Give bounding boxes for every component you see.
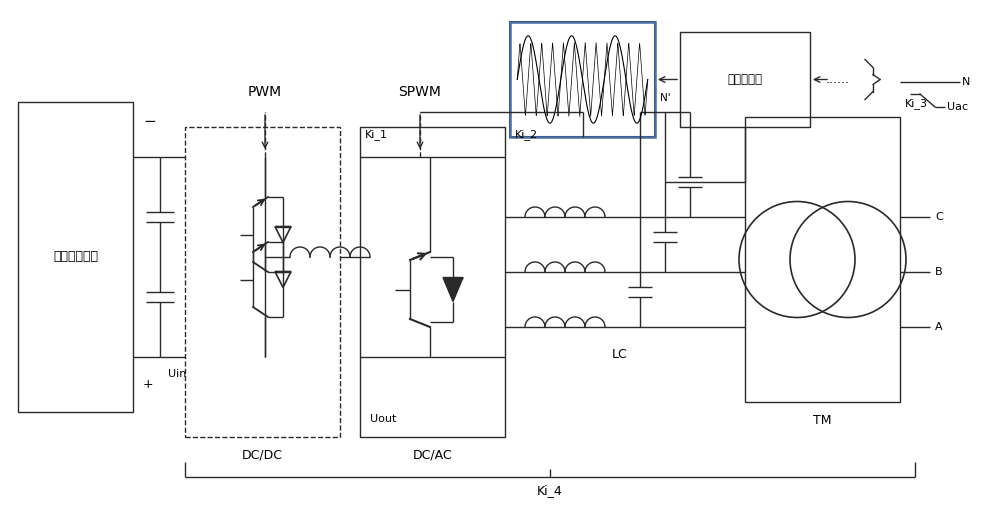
Text: DC/AC: DC/AC <box>413 449 452 461</box>
Bar <box>680 32 810 127</box>
Text: 储能电池阵列: 储能电池阵列 <box>53 250 98 264</box>
Text: Uin: Uin <box>168 369 186 379</box>
Bar <box>510 22 655 137</box>
Bar <box>18 102 133 412</box>
Text: Ki_2: Ki_2 <box>515 130 538 140</box>
Text: −: − <box>143 115 156 130</box>
Text: PWM: PWM <box>248 85 282 99</box>
Text: Ki_3: Ki_3 <box>905 98 928 110</box>
Text: Ki_4: Ki_4 <box>537 484 563 498</box>
Polygon shape <box>443 278 463 302</box>
Bar <box>510 22 655 137</box>
Text: B: B <box>935 267 943 277</box>
Text: TM: TM <box>813 414 832 426</box>
Text: LC: LC <box>612 349 628 361</box>
Text: Uac: Uac <box>947 102 968 112</box>
Text: Uout: Uout <box>370 414 396 424</box>
Text: SPWM: SPWM <box>399 85 441 99</box>
Text: N: N <box>962 77 970 87</box>
Text: ......: ...... <box>826 73 850 86</box>
Bar <box>745 117 900 402</box>
Text: 逆变器控制: 逆变器控制 <box>728 73 763 86</box>
Text: N': N' <box>660 93 670 103</box>
Text: A: A <box>935 322 943 332</box>
Text: DC/DC: DC/DC <box>242 449 283 461</box>
Text: Ki_1: Ki_1 <box>365 130 388 140</box>
Text: +: + <box>143 377 154 391</box>
Text: C: C <box>935 212 943 222</box>
Bar <box>185 127 340 437</box>
Bar <box>360 127 505 437</box>
